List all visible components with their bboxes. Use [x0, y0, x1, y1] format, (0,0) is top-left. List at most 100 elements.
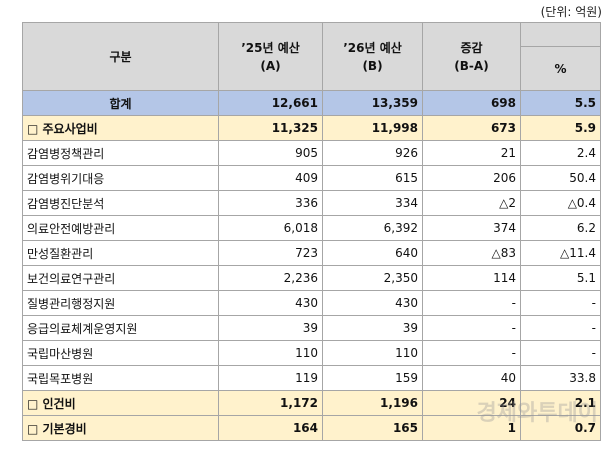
table-cell: - [422, 340, 521, 366]
table-cell: 165 [322, 415, 423, 441]
watermark: 경제와투데이 [476, 401, 598, 426]
table-row: 국립마산병원 110 110- - [22, 340, 601, 366]
table-row: 감염병위기대응 409 615 206 50.4 [22, 165, 601, 191]
table-cell: 1,196 [322, 390, 423, 416]
table-cell: 164 [218, 415, 323, 441]
header-cell: ’25년 예산 (A) [218, 22, 323, 91]
table-cell: 6,018 [218, 215, 323, 241]
table-cell: 5.9 [520, 115, 601, 141]
table-cell: 1,172 [218, 390, 323, 416]
table-cell: 11,998 [322, 115, 423, 141]
table-cell: 430 [322, 290, 423, 316]
table-cell: 40 [422, 365, 521, 391]
unit-note: (단위: 억원) [540, 5, 602, 19]
table-row: 만성질환관리 723 640 △83 △11.4 [22, 240, 601, 266]
table-cell: 6.2 [520, 215, 601, 241]
table-cell: 336 [218, 190, 323, 216]
table-cell: 159 [322, 365, 423, 391]
table-cell: 905 [218, 140, 323, 166]
table-cell: □ 주요사업비 [22, 115, 219, 141]
header-line: ’26년 예산 [343, 40, 402, 55]
table-cell: 723 [218, 240, 323, 266]
budget-table: 구분 ’25년 예산 (A) ’26년 예산 (B) 증감 (B-A) % 합계 12,… [22, 22, 601, 441]
table-cell: △2 [422, 190, 521, 216]
table-row: 국립목포병원 119 159 40 33.8 [22, 365, 601, 391]
table-cell: - [422, 290, 521, 316]
table-row: 질병관리행정지원 430 430- - [22, 290, 601, 316]
table-cell: 합계 [22, 90, 219, 116]
table-cell: 110 [218, 340, 323, 366]
table-cell: 39 [218, 315, 323, 341]
table-body: 합계 12,661 13,359 698 5.5 □ 주요사업비 11,325 11,998 6… [22, 90, 601, 441]
table-cell: 의료안전예방관리 [22, 215, 219, 241]
table-cell: 33.8 [520, 365, 601, 391]
table-row: 감염병정책관리 905 926 21 2.4 [22, 140, 601, 166]
table-cell: 1 [422, 415, 521, 441]
table-row: □ 인건비 1,172 1,196 24 2.1 [22, 390, 601, 416]
table-cell: △0.4 [520, 190, 601, 216]
table-cell: 206 [422, 165, 521, 191]
table-cell: 21 [422, 140, 521, 166]
table-cell: 감염병진단분석 [22, 190, 219, 216]
table-cell: 응급의료체계운영지원 [22, 315, 219, 341]
table-cell: 50.4 [520, 165, 601, 191]
table-row: 보건의료연구관리 2,236 2,350 114 5.1 [22, 265, 601, 291]
table-cell: 114 [422, 265, 521, 291]
table-cell: 374 [422, 215, 521, 241]
table-row: □ 주요사업비 11,325 11,998 673 5.9 [22, 115, 601, 141]
table-row: □ 기본경비 164 165 1 0.7 [22, 415, 601, 441]
table-cell: 5.1 [520, 265, 601, 291]
header-line: 증감 [460, 40, 483, 55]
table-cell: 24 [422, 390, 521, 416]
table-row: 합계 12,661 13,359 698 5.5 [22, 90, 601, 116]
table-cell: 2.4 [520, 140, 601, 166]
table-cell: 0.7 [520, 415, 601, 441]
table-cell: 926 [322, 140, 423, 166]
table-cell: 673 [422, 115, 521, 141]
header-line: (B) [362, 58, 383, 73]
table-cell: 6,392 [322, 215, 423, 241]
table-cell: □ 인건비 [22, 390, 219, 416]
table-row: 의료안전예방관리 6,018 6,392 374 6.2 [22, 215, 601, 241]
header-cell: ’26년 예산 (B) [322, 22, 423, 91]
table-cell: - [422, 315, 521, 341]
table-cell: 감염병정책관리 [22, 140, 219, 166]
header-cell: 구분 [22, 22, 219, 91]
header-line: ’25년 예산 [241, 40, 300, 55]
table-cell: 430 [218, 290, 323, 316]
header-line: (A) [260, 58, 281, 73]
table-cell: 409 [218, 165, 323, 191]
table-cell: - [520, 315, 601, 341]
table-cell: 698 [422, 90, 521, 116]
table-cell: 5.5 [520, 90, 601, 116]
table-cell: 2,236 [218, 265, 323, 291]
header-cell: 증감 (B-A) [422, 22, 521, 91]
table-cell: □ 기본경비 [22, 415, 219, 441]
table-cell: 2,350 [322, 265, 423, 291]
table-cell: 334 [322, 190, 423, 216]
header-line: (B-A) [454, 58, 489, 73]
table-cell: - [520, 290, 601, 316]
table-cell: 2.1 [520, 390, 601, 416]
table-cell: 만성질환관리 [22, 240, 219, 266]
table-cell: 국립마산병원 [22, 340, 219, 366]
table-cell: 질병관리행정지원 [22, 290, 219, 316]
table-cell: 615 [322, 165, 423, 191]
table-row: 응급의료체계운영지원 39 39- - [22, 315, 601, 341]
table-cell: 110 [322, 340, 423, 366]
table-cell: 12,661 [218, 90, 323, 116]
table-cell: 보건의료연구관리 [22, 265, 219, 291]
header-cell: % [520, 46, 601, 91]
table-row: 감염병진단분석 336 334 △2 △0.4 [22, 190, 601, 216]
table-cell: 11,325 [218, 115, 323, 141]
table-cell: △83 [422, 240, 521, 266]
table-cell: 13,359 [322, 90, 423, 116]
table-cell: - [520, 340, 601, 366]
header-cell [520, 22, 601, 47]
table-cell: 국립목포병원 [22, 365, 219, 391]
table-cell: 감염병위기대응 [22, 165, 219, 191]
table-cell: 640 [322, 240, 423, 266]
table-cell: 39 [322, 315, 423, 341]
table-cell: △11.4 [520, 240, 601, 266]
